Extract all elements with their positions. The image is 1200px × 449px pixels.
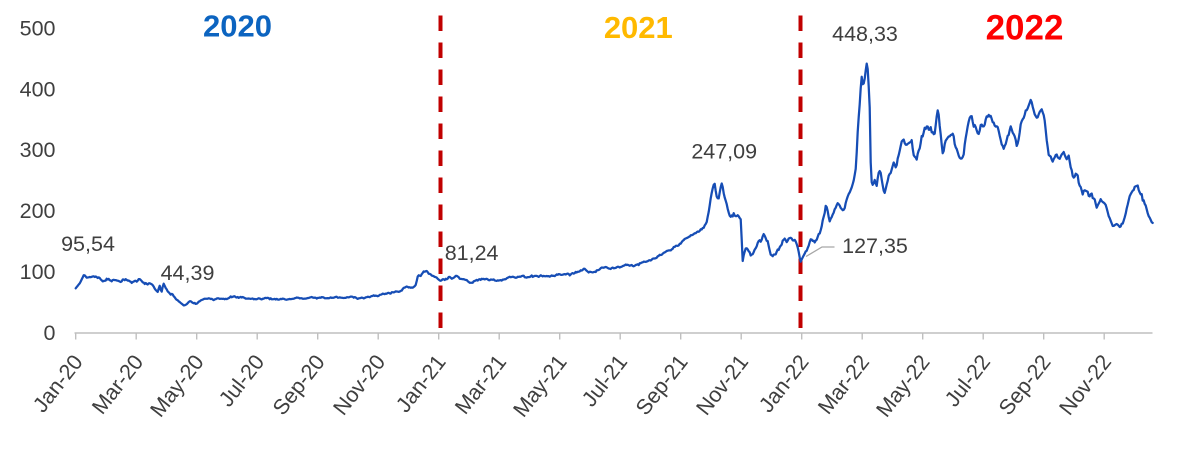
svg-text:2021: 2021: [604, 10, 673, 45]
svg-text:400: 400: [20, 77, 56, 101]
svg-text:127,35: 127,35: [842, 234, 908, 258]
svg-text:500: 500: [20, 17, 56, 41]
svg-text:95,54: 95,54: [61, 232, 115, 256]
svg-text:0: 0: [44, 321, 56, 345]
svg-text:81,24: 81,24: [445, 241, 499, 265]
svg-text:44,39: 44,39: [161, 261, 215, 285]
svg-text:100: 100: [20, 260, 56, 284]
svg-text:2020: 2020: [203, 9, 272, 44]
svg-text:2022: 2022: [986, 8, 1064, 47]
svg-text:200: 200: [20, 199, 56, 223]
svg-text:247,09: 247,09: [691, 139, 757, 163]
svg-text:448,33: 448,33: [832, 22, 898, 46]
svg-text:300: 300: [20, 138, 56, 162]
